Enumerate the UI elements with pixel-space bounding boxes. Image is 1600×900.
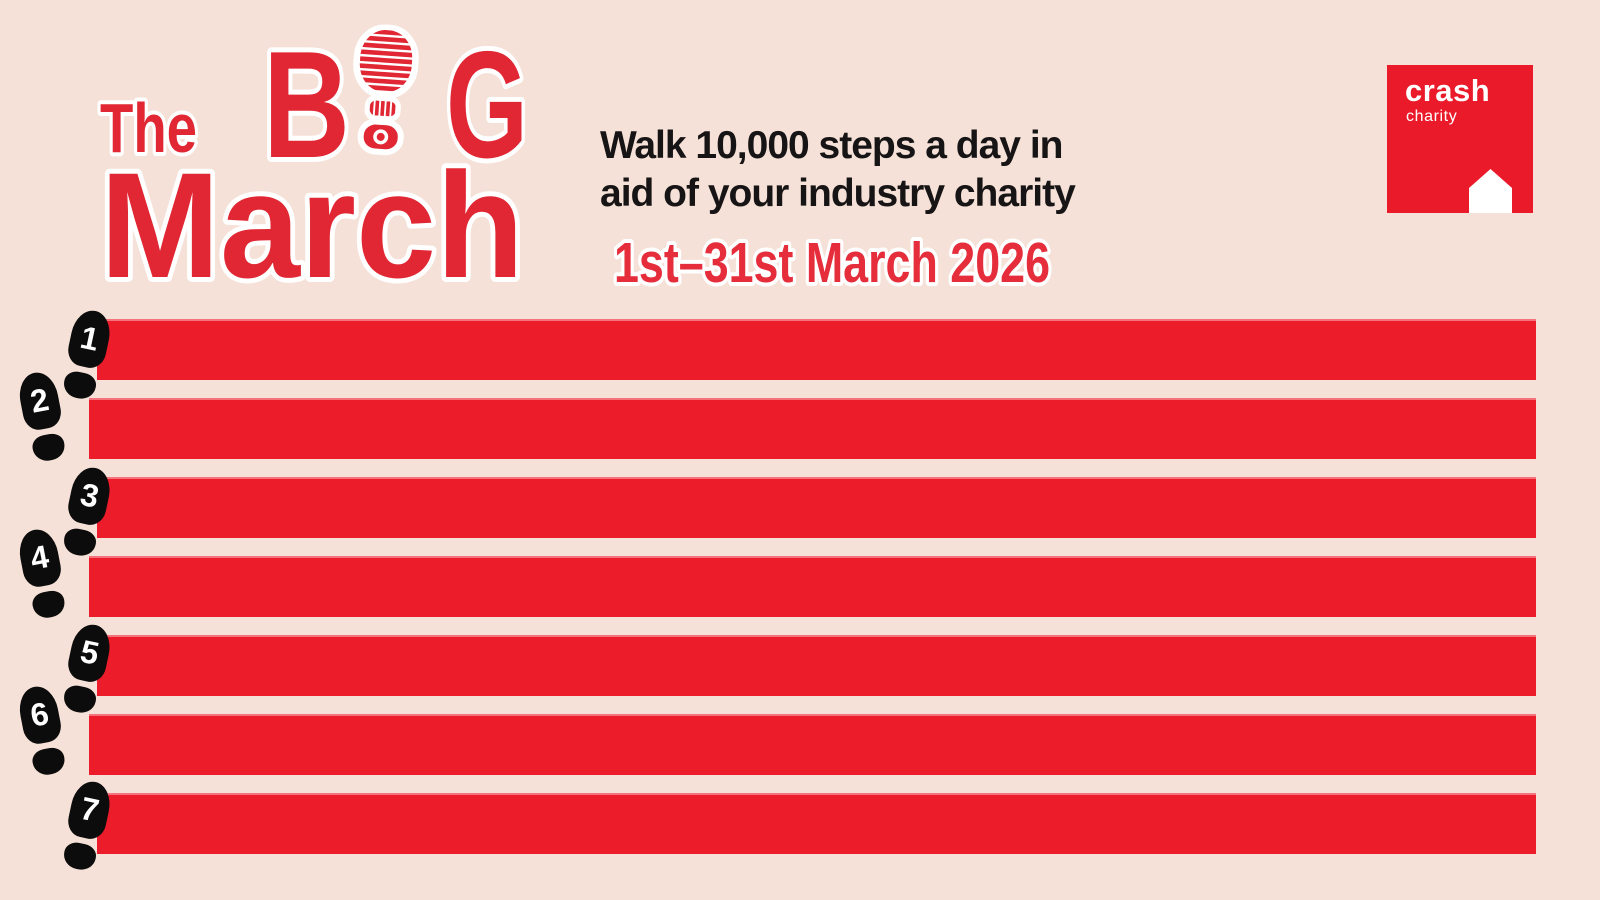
logo-letter-g: G bbox=[446, 20, 528, 190]
day-number: 6 bbox=[27, 694, 52, 734]
footprint-icon: 5 bbox=[55, 620, 117, 719]
footprint-heel bbox=[61, 526, 99, 559]
crash-charity-logo: crash charity bbox=[1387, 65, 1533, 213]
logo-word-march: March bbox=[100, 141, 524, 300]
headline-line1: Walk 10,000 steps a day in bbox=[600, 124, 1063, 167]
crash-logo-subtitle: charity bbox=[1406, 108, 1458, 125]
house-icon bbox=[1469, 169, 1512, 213]
day-number: 3 bbox=[77, 475, 103, 515]
footprint-sole: 1 bbox=[65, 307, 115, 371]
crash-logo-name: crash bbox=[1405, 73, 1491, 108]
footprint-heel bbox=[30, 588, 67, 621]
day-bar bbox=[97, 319, 1536, 380]
day-number: 7 bbox=[77, 789, 103, 829]
day-bar bbox=[89, 714, 1536, 775]
day-bar bbox=[89, 556, 1536, 617]
footprint-icon: 7 bbox=[55, 777, 117, 876]
footprint-heel bbox=[61, 369, 99, 402]
footprint-icon: 1 bbox=[55, 306, 117, 405]
day-bar bbox=[89, 398, 1536, 459]
big-march-logo: The B bbox=[95, 15, 533, 300]
footprint-sole: 3 bbox=[65, 464, 115, 528]
footprint-heel bbox=[30, 431, 67, 464]
footprint-sole: 4 bbox=[15, 526, 64, 590]
day-number: 2 bbox=[27, 380, 52, 420]
footprint-sole: 6 bbox=[15, 683, 64, 747]
day-bar bbox=[97, 793, 1536, 854]
date-banner: 1st–31st March 2026 bbox=[610, 228, 1054, 299]
footprint-heel bbox=[30, 745, 67, 778]
day-bar bbox=[97, 477, 1536, 538]
footprint-sole: 5 bbox=[65, 621, 115, 685]
footprint-icon: 3 bbox=[55, 463, 117, 562]
headline-line2: aid of your industry charity bbox=[600, 172, 1076, 215]
footprint-heel bbox=[61, 840, 99, 873]
headline: Walk 10,000 steps a day in aid of your i… bbox=[600, 122, 1076, 218]
footprint-sole: 2 bbox=[15, 369, 64, 433]
day-number: 5 bbox=[77, 632, 103, 672]
footprint-heel bbox=[61, 683, 99, 716]
logo-letter-b: B bbox=[263, 20, 350, 190]
day-number: 4 bbox=[27, 537, 52, 577]
day-number: 1 bbox=[77, 318, 103, 358]
day-bar bbox=[97, 635, 1536, 696]
logo-word-the: The bbox=[100, 89, 197, 167]
boot-print-icon bbox=[353, 24, 419, 156]
date-text: 1st–31st March 2026 bbox=[614, 231, 1050, 295]
footprint-sole: 7 bbox=[65, 778, 115, 842]
